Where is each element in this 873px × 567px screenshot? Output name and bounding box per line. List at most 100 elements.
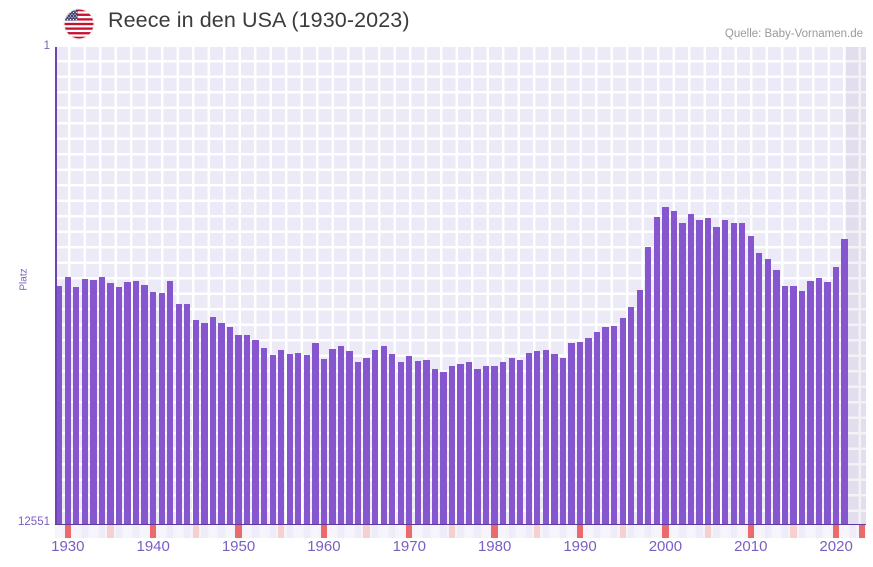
bar [670,210,678,524]
bar [636,289,643,524]
bar [568,343,575,524]
chart-header: Reece in den USA (1930-2023) Quelle: Bab… [0,0,873,47]
x-axis-tick-marker [218,525,225,538]
x-axis-tick-marker [243,525,251,538]
x-axis-tick-marker [73,525,80,538]
bar [525,353,532,524]
y-axis-tick-top: 1 [43,40,50,52]
bar [286,353,293,524]
bar [218,323,225,524]
x-axis-tick-marker [815,525,823,538]
x-axis-tick-label: 1990 [563,538,597,555]
x-axis-tick-marker [500,525,507,538]
bar [260,347,268,524]
x-axis-tick-marker [841,525,848,538]
x-axis-tick-marker [482,525,490,538]
bar [679,223,686,524]
bar [756,253,763,524]
x-axis-tick-marker [90,525,97,538]
x-axis-tick-marker [457,525,464,538]
x-axis-tick-marker [252,525,259,538]
bar [141,284,148,524]
x-axis-tick-marker [115,525,123,538]
bar [457,363,464,524]
bar [747,236,754,524]
bar [278,349,285,524]
x-axis-tick-marker [696,525,703,538]
x-axis-tick-marker [687,525,695,538]
x-axis-tick-marker [636,525,643,538]
bar [482,366,490,524]
x-axis-tick-marker [81,525,89,538]
x-axis-tick-marker [354,525,362,538]
y-axis-label: Platz [18,268,30,291]
bar-series [55,47,866,524]
bar [56,286,63,524]
bar [312,342,319,524]
bar [320,359,328,524]
bar [730,222,737,524]
x-axis-tick-marker [525,525,532,538]
bar [815,278,823,524]
x-axis-tick-marker [593,525,601,538]
x-axis-tick-marker [739,525,746,538]
bar [687,213,695,524]
x-axis-tick-marker [124,525,131,538]
x-axis-tick-strip [55,525,866,538]
x-axis-tick-marker [508,525,515,538]
bar [371,349,379,524]
x-axis-tick-marker [192,525,199,538]
us-flag-icon [64,9,94,39]
bar [107,282,114,524]
bar [124,282,131,524]
x-axis-tick-marker [141,525,148,538]
bar [491,366,498,524]
bar [73,287,80,524]
bar [150,292,157,524]
x-axis-tick-marker [440,525,447,538]
bar [337,345,345,524]
bar [98,276,106,524]
x-axis-tick-marker [781,525,789,538]
x-axis-spine [55,523,866,525]
x-axis-tick-marker [619,525,626,538]
bar [363,357,370,524]
bar [269,354,276,524]
x-axis-tick-label: 1930 [51,538,85,555]
x-axis-tick-marker [175,525,182,538]
bar [619,317,626,524]
bar [243,334,251,524]
x-axis-tick-marker [491,525,498,538]
x-axis-tick-label: 1960 [307,538,341,555]
bar [841,238,848,524]
x-axis-tick-marker [670,525,678,538]
bar [739,223,746,524]
x-axis-tick-marker [303,525,310,538]
x-axis-tick-marker [64,525,71,538]
x-axis-tick-marker [764,525,771,538]
bar [303,354,310,524]
x-axis-tick-marker [576,525,584,538]
bar [559,358,567,524]
x-axis-tick-marker [346,525,353,538]
bar [81,279,89,524]
x-axis-tick-marker [534,525,541,538]
bar [440,372,447,524]
bar [542,349,550,524]
x-axis-tick-marker [662,525,669,538]
bar [465,362,473,524]
bar [474,368,481,524]
bar [235,334,242,524]
bar [192,319,199,524]
bar [653,217,660,524]
x-axis-tick-marker [150,525,157,538]
x-axis-tick-marker [807,525,814,538]
x-axis-tick-marker [98,525,106,538]
bar [132,281,140,524]
bar [773,269,780,524]
x-axis-tick-marker [628,525,635,538]
x-axis-tick-label: 1980 [477,538,512,555]
no-data-shaded-region [845,47,866,524]
x-axis-tick-marker [320,525,328,538]
x-axis-tick-marker [201,525,208,538]
